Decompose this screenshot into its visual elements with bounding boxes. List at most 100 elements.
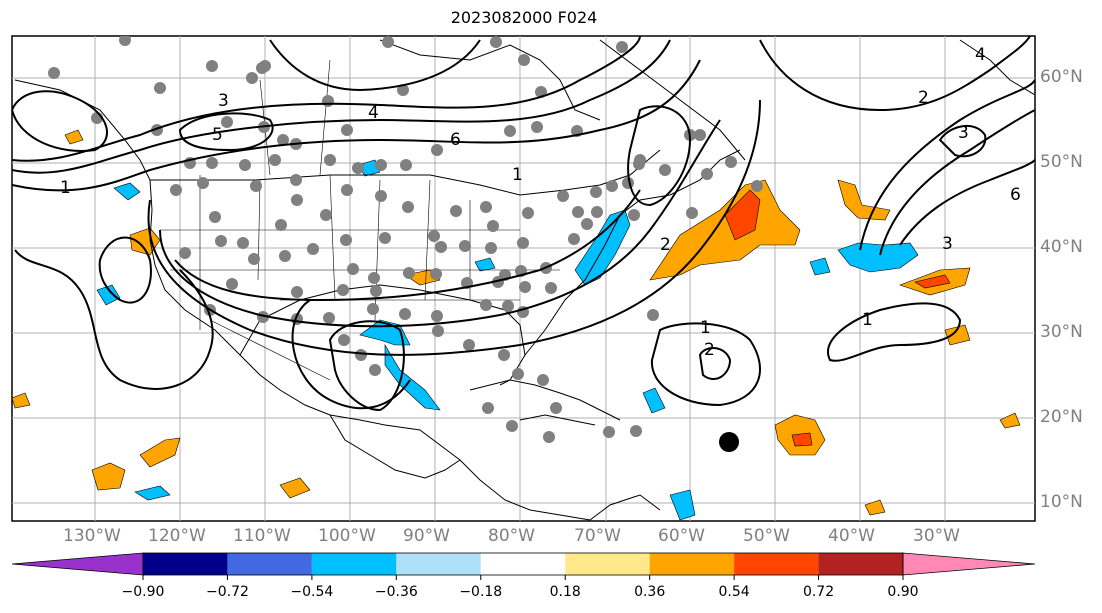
station-dot xyxy=(355,349,367,361)
map-title: 2023082000 F024 xyxy=(450,8,598,27)
latitude-label: 60°N xyxy=(1040,67,1083,87)
longitude-label: 90°W xyxy=(403,526,450,546)
station-dot xyxy=(277,134,289,146)
latitude-label: 40°N xyxy=(1040,237,1083,257)
station-dot xyxy=(397,84,409,96)
station-dot xyxy=(170,184,182,196)
contour-line xyxy=(174,189,641,302)
negative-anomaly-region xyxy=(474,257,496,272)
station-dot xyxy=(256,62,268,74)
longitude-label: 60°W xyxy=(658,526,705,546)
station-dot xyxy=(209,211,221,223)
latitude-label: 30°N xyxy=(1040,322,1083,342)
colorbar-tick-label: 0.90 xyxy=(887,584,919,600)
station-dot xyxy=(402,201,414,213)
colorbar-segment xyxy=(649,553,735,575)
positive-anomaly-region xyxy=(91,462,126,491)
positive-anomaly-region xyxy=(279,477,311,499)
station-dot xyxy=(154,82,166,94)
station-dot xyxy=(463,339,475,351)
contour-line xyxy=(159,119,721,328)
station-dot xyxy=(338,334,350,346)
contour-value-label: 4 xyxy=(975,45,986,65)
station-dot xyxy=(522,207,534,219)
contour-line xyxy=(328,320,405,412)
colorbar-max-extend xyxy=(902,552,1036,576)
station-dot xyxy=(431,310,443,322)
colorbar-segment xyxy=(227,553,312,575)
station-dot xyxy=(630,425,642,437)
colorbar-segment xyxy=(480,553,566,575)
contour-line xyxy=(12,39,671,174)
station-dot xyxy=(246,72,258,84)
station-dot xyxy=(375,159,387,171)
station-dot xyxy=(197,177,209,189)
station-dot xyxy=(606,180,618,192)
station-dot xyxy=(482,402,494,414)
station-dot xyxy=(537,374,549,386)
station-dot xyxy=(248,253,260,265)
station-dot xyxy=(337,284,349,296)
station-dot xyxy=(450,205,462,217)
station-dot xyxy=(250,180,262,192)
station-dot xyxy=(379,232,391,244)
contour-line xyxy=(12,59,701,192)
station-dot xyxy=(341,184,353,196)
station-dot xyxy=(634,154,646,166)
colorbar xyxy=(11,552,1036,580)
station-dot xyxy=(659,164,671,176)
contour-line xyxy=(178,112,274,152)
strong-positive-anomaly-region xyxy=(914,274,951,289)
station-dot xyxy=(221,116,233,128)
station-dot xyxy=(628,209,640,221)
longitude-label: 120°W xyxy=(148,526,206,546)
longitude-label: 130°W xyxy=(63,526,121,546)
station-dot xyxy=(206,157,218,169)
station-dot xyxy=(341,124,353,136)
contour-value-label: 1 xyxy=(700,318,711,338)
contour-value-label: 2 xyxy=(704,340,715,360)
contour-value-label: 4 xyxy=(368,103,379,123)
negative-anomaly-region xyxy=(134,485,171,501)
strong-positive-anomaly-region xyxy=(791,432,813,447)
station-dot xyxy=(239,159,251,171)
positive-anomaly-region xyxy=(999,412,1021,429)
contour-value-label: 3 xyxy=(942,234,953,254)
contour-line xyxy=(627,105,692,207)
station-dot xyxy=(431,144,443,156)
negative-anomaly-region xyxy=(669,489,696,521)
contour-line xyxy=(12,90,108,152)
station-dot xyxy=(616,41,628,53)
contour-line xyxy=(938,125,987,158)
storm-center-marker xyxy=(719,432,739,452)
station-dot xyxy=(291,286,303,298)
contour-value-label: 2 xyxy=(660,235,671,255)
colorbar-segment xyxy=(311,553,397,575)
station-dot xyxy=(179,247,191,259)
anomaly-shading xyxy=(12,129,1021,521)
longitude-label: 70°W xyxy=(574,526,621,546)
station-dot xyxy=(367,303,379,315)
contour-value-label: 6 xyxy=(450,130,461,150)
contour-line xyxy=(269,39,481,92)
station-dot xyxy=(543,431,555,443)
station-dot xyxy=(291,194,303,206)
station-dot xyxy=(603,426,615,438)
colorbar-outline xyxy=(142,552,904,576)
station-dot xyxy=(506,420,518,432)
station-dot xyxy=(517,237,529,249)
positive-anomaly-region xyxy=(139,437,181,468)
station-dot xyxy=(568,233,580,245)
station-dot xyxy=(519,281,531,293)
station-dot xyxy=(48,67,60,79)
contour-value-label: 6 xyxy=(1010,185,1021,205)
colorbar-segment xyxy=(565,553,650,575)
station-dot xyxy=(290,174,302,186)
colorbar-segment xyxy=(734,553,819,575)
contour-line xyxy=(14,249,214,390)
station-dot xyxy=(647,309,659,321)
colorbar-tick-label: −0.18 xyxy=(459,584,503,600)
contour-value-label: 1 xyxy=(60,178,71,198)
positive-anomaly-region xyxy=(129,227,161,256)
